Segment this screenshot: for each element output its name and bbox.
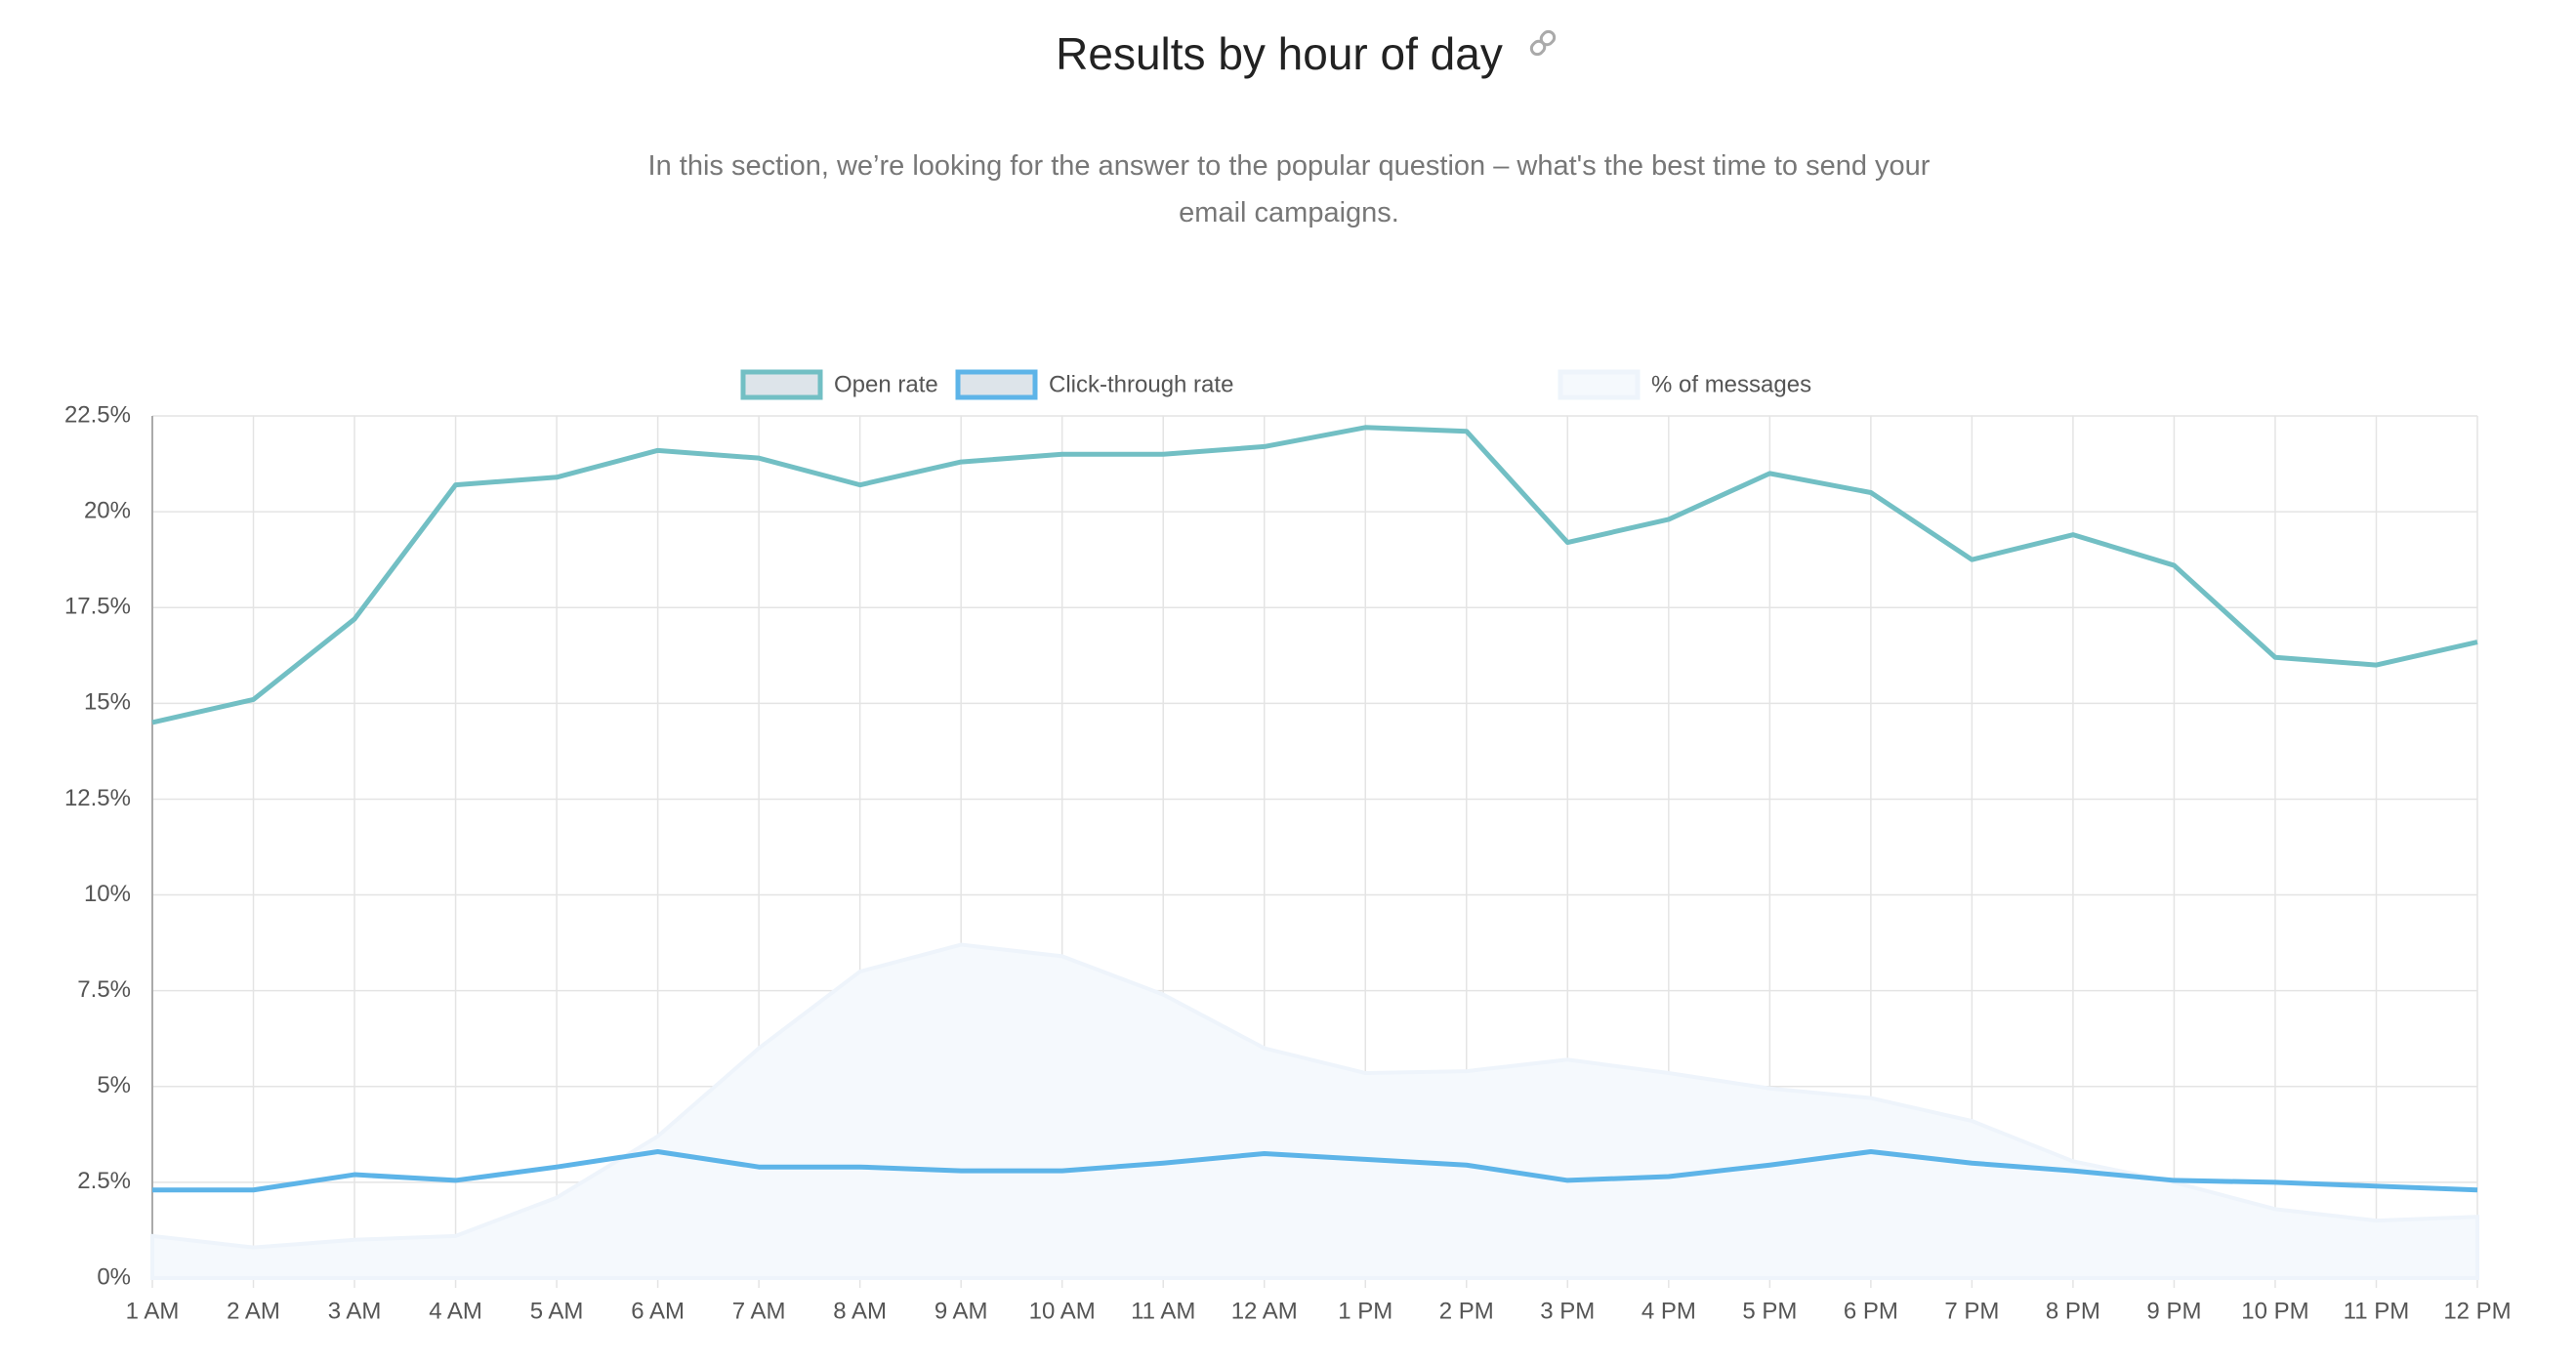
x-tick-label: 6 PM — [1844, 1298, 1898, 1324]
x-tick-label: 10 PM — [2241, 1298, 2308, 1324]
legend-swatch — [740, 369, 823, 400]
x-tick-label: 8 PM — [2046, 1298, 2100, 1324]
y-tick-label: 5% — [97, 1072, 131, 1098]
x-tick-label: 7 PM — [1944, 1298, 1999, 1324]
legend-label: % of messages — [1651, 371, 1811, 397]
area — [150, 942, 2479, 1280]
legend-swatch — [955, 369, 1038, 400]
x-tick-label: 10 AM — [1029, 1298, 1096, 1324]
y-tick-label: 7.5% — [77, 976, 131, 1003]
y-tick-label: 2.5% — [77, 1168, 131, 1194]
x-tick-label: 5 PM — [1742, 1298, 1797, 1324]
x-tick-label: 2 AM — [227, 1298, 280, 1324]
x-tick-label: 7 AM — [732, 1298, 786, 1324]
chart-subtitle: In this section, we’re looking for the a… — [647, 150, 1931, 228]
legend-label: Click-through rate — [1049, 371, 1233, 397]
x-tick-label: 3 PM — [1540, 1298, 1595, 1324]
x-tick-label: 1 AM — [126, 1298, 180, 1324]
x-tick-label: 12 PM — [2443, 1298, 2511, 1324]
y-tick-label: 20% — [84, 497, 131, 523]
line — [152, 1148, 2478, 1193]
x-tick-label: 1 PM — [1338, 1298, 1392, 1324]
x-tick-label: 4 PM — [1641, 1298, 1696, 1324]
chart-title: Results by hour of day — [1056, 28, 1503, 79]
x-tick-label: 4 AM — [429, 1298, 482, 1324]
y-tick-label: 10% — [84, 881, 131, 907]
x-tick-label: 3 AM — [328, 1298, 382, 1324]
x-tick-label: 8 AM — [833, 1298, 887, 1324]
x-tick-label: 9 PM — [2146, 1298, 2201, 1324]
x-tick-label: 6 AM — [631, 1298, 685, 1324]
x-tick-label: 12 AM — [1231, 1298, 1298, 1324]
legend-label: Open rate — [834, 371, 938, 397]
y-tick-label: 0% — [97, 1263, 131, 1290]
link-icon-wrap — [1529, 29, 1557, 57]
y-tick-label: 15% — [84, 689, 131, 716]
y-tick-label: 17.5% — [64, 594, 131, 620]
y-tick-label: 22.5% — [64, 401, 131, 428]
x-tick-label: 11 PM — [2344, 1298, 2410, 1324]
link-icon[interactable] — [1529, 29, 1557, 57]
x-tick-label: 11 AM — [1131, 1298, 1195, 1324]
x-tick-label: 5 AM — [530, 1298, 584, 1324]
x-tick-label: 9 AM — [935, 1298, 988, 1324]
legend-swatch — [1558, 369, 1641, 400]
line — [151, 425, 2478, 725]
x-tick-label: 2 PM — [1439, 1298, 1494, 1324]
y-tick-label: 12.5% — [64, 785, 131, 811]
